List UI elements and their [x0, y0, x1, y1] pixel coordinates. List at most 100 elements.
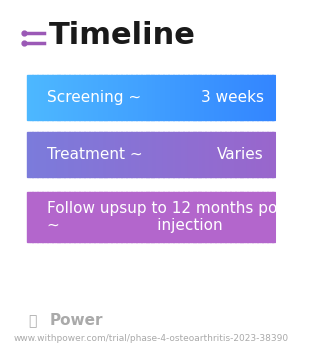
Bar: [47, 132, 50, 177]
Bar: [166, 132, 169, 177]
Bar: [208, 132, 211, 177]
Bar: [200, 132, 204, 177]
Bar: [161, 75, 164, 120]
Bar: [262, 192, 265, 242]
Bar: [171, 75, 174, 120]
Bar: [267, 132, 270, 177]
Bar: [205, 75, 208, 120]
Bar: [196, 132, 198, 177]
Bar: [243, 132, 245, 177]
Bar: [178, 75, 181, 120]
Bar: [223, 132, 226, 177]
Bar: [158, 192, 161, 242]
Bar: [233, 75, 236, 120]
Bar: [121, 75, 124, 120]
Bar: [243, 75, 245, 120]
Bar: [196, 75, 198, 120]
Bar: [119, 192, 122, 242]
Bar: [64, 132, 68, 177]
Bar: [60, 132, 62, 177]
Bar: [158, 75, 161, 120]
Bar: [200, 192, 204, 242]
Bar: [131, 75, 134, 120]
Bar: [129, 132, 132, 177]
Bar: [50, 75, 52, 120]
Bar: [52, 132, 55, 177]
Text: Follow upsup to 12 months post-
~                    injection: Follow upsup to 12 months post- ~ inject…: [46, 201, 296, 233]
Bar: [89, 192, 92, 242]
Bar: [62, 132, 65, 177]
Bar: [89, 75, 92, 120]
Bar: [173, 75, 176, 120]
Bar: [124, 75, 127, 120]
Bar: [77, 132, 80, 177]
Bar: [92, 132, 95, 177]
Bar: [148, 75, 151, 120]
Bar: [40, 75, 43, 120]
Bar: [210, 192, 213, 242]
Bar: [60, 192, 62, 242]
Bar: [215, 75, 218, 120]
Bar: [235, 132, 238, 177]
Bar: [67, 132, 70, 177]
Bar: [87, 192, 90, 242]
Bar: [218, 192, 221, 242]
Bar: [101, 192, 105, 242]
Bar: [237, 75, 241, 120]
Bar: [270, 132, 273, 177]
Bar: [54, 192, 58, 242]
Bar: [82, 192, 85, 242]
Bar: [111, 192, 115, 242]
Bar: [42, 132, 45, 177]
Bar: [42, 75, 45, 120]
Bar: [240, 132, 243, 177]
Bar: [40, 132, 43, 177]
Bar: [37, 192, 40, 242]
Bar: [220, 75, 223, 120]
Bar: [107, 132, 109, 177]
Bar: [82, 132, 85, 177]
Bar: [151, 75, 154, 120]
Bar: [225, 192, 228, 242]
Bar: [104, 75, 107, 120]
Bar: [176, 75, 179, 120]
Bar: [72, 192, 75, 242]
Bar: [183, 192, 186, 242]
Bar: [198, 192, 201, 242]
Bar: [124, 192, 127, 242]
Text: Screening ~: Screening ~: [46, 90, 141, 105]
Bar: [168, 192, 171, 242]
Bar: [228, 192, 231, 242]
Bar: [139, 132, 142, 177]
Bar: [146, 132, 149, 177]
Bar: [156, 132, 159, 177]
Bar: [47, 75, 50, 120]
Bar: [47, 192, 50, 242]
Bar: [146, 75, 149, 120]
Text: Treatment ~: Treatment ~: [46, 147, 142, 162]
Bar: [168, 132, 171, 177]
Bar: [32, 132, 35, 177]
Bar: [139, 192, 142, 242]
Bar: [243, 192, 245, 242]
Bar: [69, 75, 72, 120]
Bar: [183, 132, 186, 177]
Bar: [176, 192, 179, 242]
Bar: [37, 132, 40, 177]
Bar: [163, 192, 166, 242]
Bar: [153, 192, 156, 242]
Bar: [27, 75, 30, 120]
Bar: [237, 192, 241, 242]
Bar: [272, 75, 275, 120]
Bar: [114, 75, 117, 120]
Bar: [134, 192, 137, 242]
Bar: [183, 75, 186, 120]
Bar: [252, 75, 255, 120]
Bar: [40, 192, 43, 242]
Bar: [77, 75, 80, 120]
Bar: [223, 75, 226, 120]
Bar: [72, 132, 75, 177]
Bar: [260, 192, 263, 242]
Bar: [30, 132, 33, 177]
Bar: [67, 192, 70, 242]
